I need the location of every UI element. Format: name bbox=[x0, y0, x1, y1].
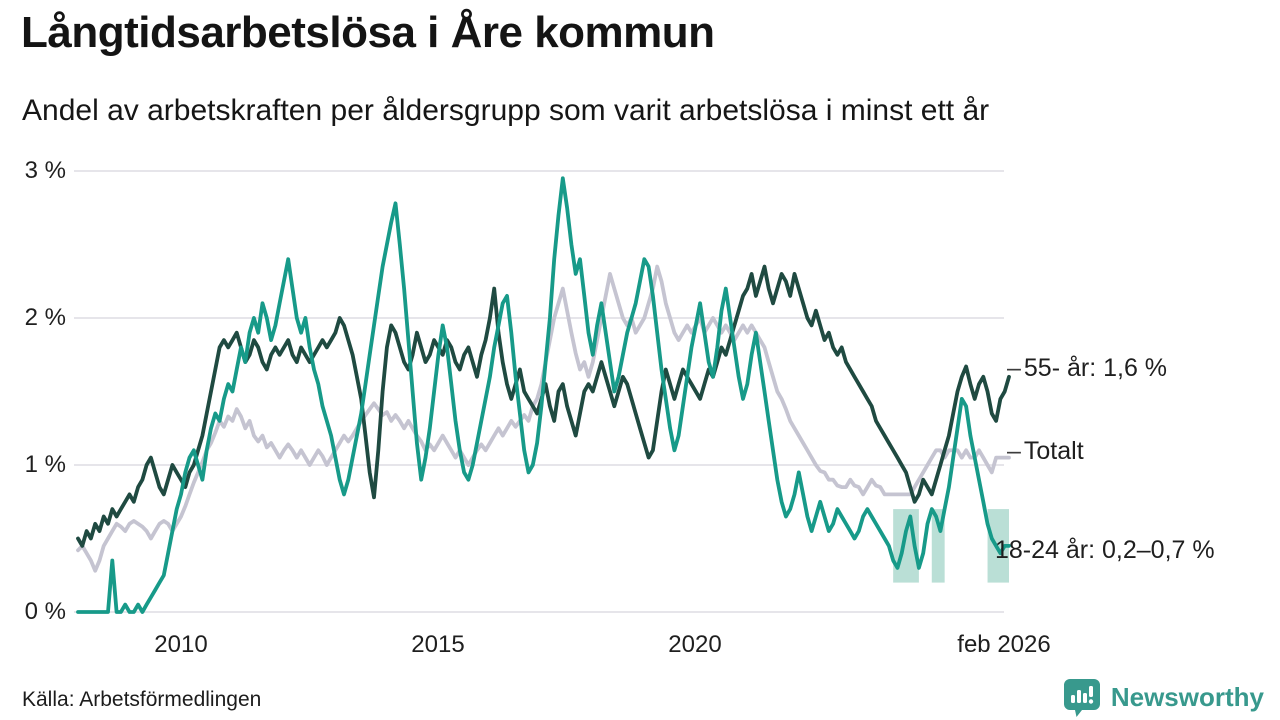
annotation-tick-dash: – bbox=[1007, 354, 1021, 382]
series-line-55-r bbox=[76, 264, 1011, 548]
x-tick-feb-2026: feb 2026 bbox=[957, 631, 1051, 658]
annotation-55-ar-label: 55- år: 1,6 % bbox=[1023, 354, 1168, 382]
newsworthy-logo[interactable]: Newsworthy bbox=[1062, 678, 1264, 717]
source-note: Källa: Arbetsförmedlingen bbox=[22, 688, 262, 711]
annotation-totalt-label: Totalt bbox=[1023, 437, 1084, 465]
annotation-tick-dash: – bbox=[1007, 437, 1021, 465]
page-title: Långtidsarbetslösa i Åre kommun bbox=[21, 8, 715, 57]
annotation-totalt: – Totalt bbox=[1007, 437, 1084, 466]
y-tick-1: 1 % bbox=[24, 451, 66, 478]
annotation-18-24-ar: 18-24 år: 0,2–0,7 % bbox=[995, 536, 1215, 565]
series-line-18-24-r bbox=[76, 176, 1011, 614]
y-tick-2: 2 % bbox=[24, 304, 66, 331]
annotation-55-ar: – 55- år: 1,6 % bbox=[1007, 354, 1167, 383]
x-tick-2015: 2015 bbox=[411, 631, 465, 658]
y-tick-0: 0 % bbox=[24, 598, 66, 625]
x-tick-2020: 2020 bbox=[668, 631, 722, 658]
newsworthy-pin-icon bbox=[1063, 679, 1100, 717]
newsworthy-wordmark: Newsworthy bbox=[1110, 682, 1264, 712]
x-tick-2010: 2010 bbox=[154, 631, 208, 658]
page-subtitle: Andel av arbetskraften per åldersgrupp s… bbox=[22, 94, 990, 127]
y-tick-3: 3 % bbox=[24, 157, 66, 184]
annotation-18-24-ar-label: 18-24 år: 0,2–0,7 % bbox=[995, 536, 1215, 564]
